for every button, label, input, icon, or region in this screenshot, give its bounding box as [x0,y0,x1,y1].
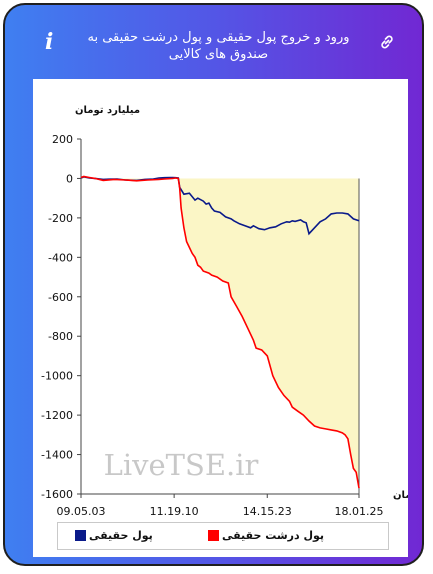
y-tick-label: -1600 [41,488,73,501]
y-tick-label: -1200 [41,409,73,422]
info-icon[interactable]: i [45,29,54,55]
x-tick-label: 14.15.23 [243,505,292,518]
chart-panel: میلیارد تومان زمان LiveTSE.ir 200 0 -200 -4… [33,79,408,557]
legend-swatch-big-real [208,530,219,541]
legend-label-big-real: پول درشت حقیقی [222,529,325,542]
legend-swatch-real [75,530,86,541]
widget-card: i ورود و خروج پول حقیقی و پول درشت حقیقی… [3,3,424,566]
legend: پول حقیقی پول درشت حقیقی [57,522,389,550]
chart-svg: میلیارد تومان زمان LiveTSE.ir 200 0 -200 -4… [41,105,408,518]
y-tick-label: -1000 [41,370,73,383]
y-tick-label: -1400 [41,449,73,462]
watermark: LiveTSE.ir [104,448,259,482]
y-tick-label: 200 [52,133,73,146]
widget-header: i ورود و خروج پول حقیقی و پول درشت حقیقی… [5,5,422,79]
legend-label-real: پول حقیقی [89,529,153,542]
x-tick-label: 11.19.10 [150,505,199,518]
y-tick-label: -800 [48,330,73,343]
shaded-area [81,176,359,489]
link-icon[interactable] [378,33,396,51]
widget-title: ورود و خروج پول حقیقی و پول درشت حقیقی ب… [87,30,350,62]
y-tick-label: -400 [48,251,73,264]
series-line-big-real-money [80,175,360,489]
x-tick-label: 18.01.25 [335,505,384,518]
y-axis-label: میلیارد تومان [75,105,140,116]
x-tick-label: 09.05.03 [57,505,106,518]
x-axis-label: زمان [393,490,408,501]
y-tick-label: 0 [66,172,73,185]
y-tick-label: -600 [48,291,73,304]
y-tick-label: -200 [48,212,73,225]
